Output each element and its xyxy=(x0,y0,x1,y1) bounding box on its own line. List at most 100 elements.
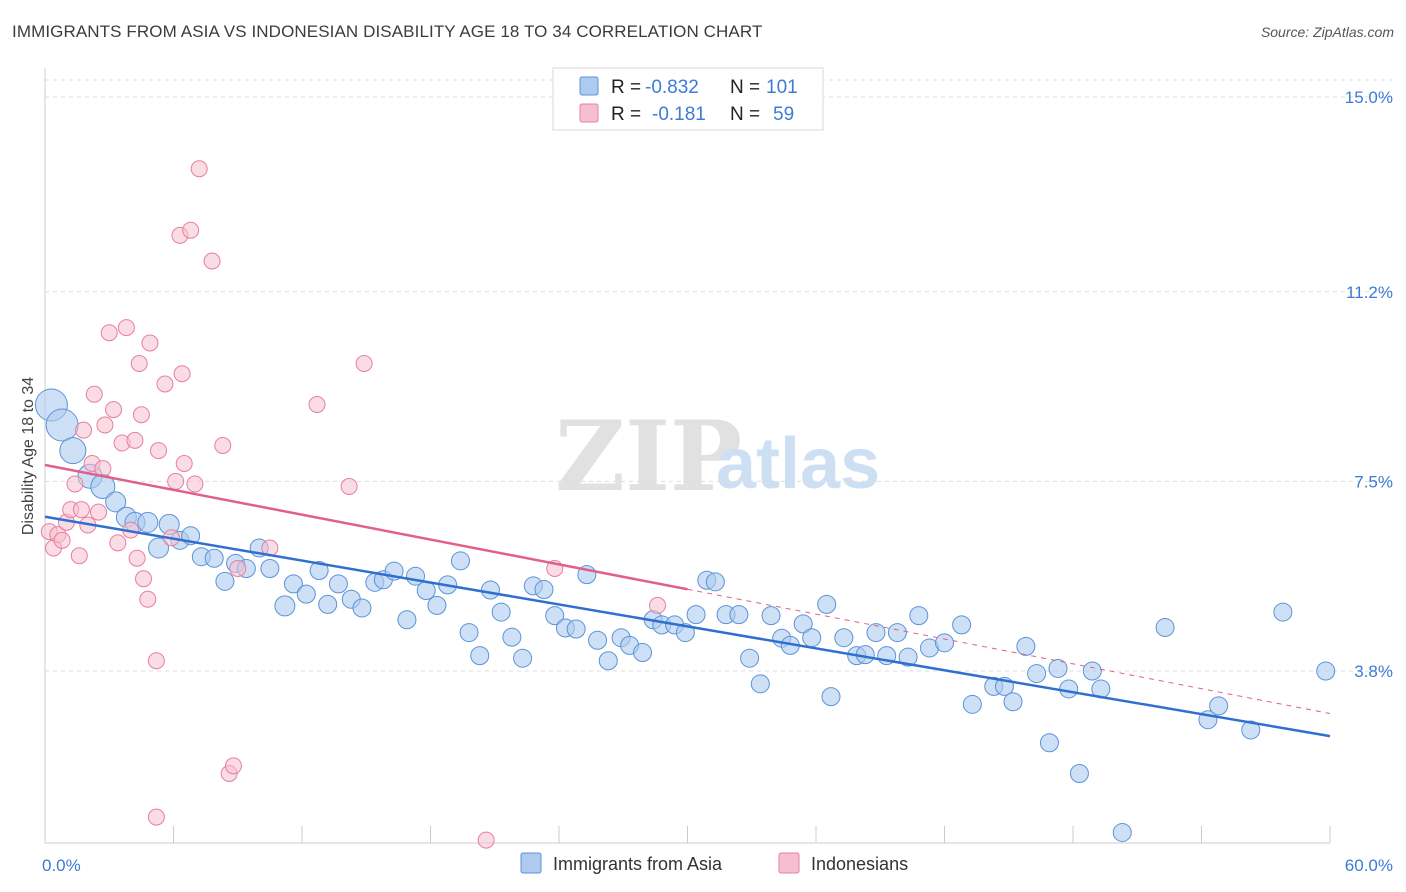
trend-lines xyxy=(44,463,1331,738)
point-indonesians xyxy=(141,334,159,352)
point-indonesians xyxy=(355,355,373,372)
point-indonesians xyxy=(105,401,123,419)
point-indonesians xyxy=(72,501,90,519)
legend-r-label-blue: R = xyxy=(611,77,641,98)
point-indonesians xyxy=(109,534,127,552)
point-immigrants-from-asia xyxy=(1003,692,1023,712)
point-indonesians xyxy=(224,757,242,775)
point-immigrants-from-asia xyxy=(1059,679,1079,699)
point-indonesians xyxy=(190,160,208,178)
point-indonesians xyxy=(126,431,144,449)
point-indonesians xyxy=(75,421,93,439)
y-tick-label: 7.5% xyxy=(1354,472,1393,491)
point-immigrants-from-asia xyxy=(397,610,417,630)
point-immigrants-from-asia xyxy=(59,437,87,465)
point-indonesians xyxy=(66,475,84,493)
point-indonesians xyxy=(128,549,146,567)
point-indonesians xyxy=(53,531,71,549)
legend-r-value-pink: -0.181 xyxy=(652,104,706,125)
point-immigrants-from-asia xyxy=(761,606,781,626)
point-indonesians xyxy=(117,319,135,337)
point-immigrants-from-asia xyxy=(898,647,918,667)
point-immigrants-from-asia xyxy=(491,602,511,622)
point-immigrants-from-asia xyxy=(1112,822,1132,842)
point-indonesians xyxy=(147,808,165,826)
x-tick-label-max: 60.0% xyxy=(1345,856,1393,875)
bottom-legend-label-asia: Immigrants from Asia xyxy=(553,854,723,874)
chart-title: IMMIGRANTS FROM ASIA VS INDONESIAN DISAB… xyxy=(12,22,763,41)
watermark-zip: ZIP xyxy=(555,400,742,513)
x-tick-label-min: 0.0% xyxy=(42,856,81,875)
bottom-legend-swatch-pink xyxy=(778,852,800,874)
point-immigrants-from-asia xyxy=(566,619,586,639)
point-immigrants-from-asia xyxy=(962,694,982,714)
point-indonesians xyxy=(175,454,193,472)
point-immigrants-from-asia xyxy=(352,598,372,618)
point-indonesians xyxy=(85,385,103,403)
legend-n-value-blue: 101 xyxy=(766,77,798,98)
point-indonesians xyxy=(203,252,221,270)
legend-r-value-blue: -0.832 xyxy=(645,77,699,98)
trend-line-indonesians xyxy=(44,463,688,591)
point-immigrants-from-asia xyxy=(729,605,749,625)
y-tick-label: 11.2% xyxy=(1346,283,1393,302)
point-immigrants-from-asia xyxy=(1016,636,1036,656)
series-indonesians xyxy=(40,160,667,849)
point-immigrants-from-asia xyxy=(318,594,338,614)
point-indonesians xyxy=(100,324,118,342)
point-immigrants-from-asia xyxy=(1082,661,1102,681)
legend-n-label-blue: N = xyxy=(730,77,760,98)
y-tick-label: 3.8% xyxy=(1354,662,1393,681)
legend-swatch-blue xyxy=(579,76,599,96)
point-immigrants-from-asia xyxy=(750,674,770,694)
point-immigrants-from-asia xyxy=(1027,664,1047,684)
point-indonesians xyxy=(90,503,108,521)
point-immigrants-from-asia xyxy=(450,551,470,571)
point-indonesians xyxy=(167,472,185,490)
legend-swatch-pink xyxy=(579,103,599,123)
point-immigrants-from-asia xyxy=(545,606,565,626)
point-immigrants-from-asia xyxy=(1241,720,1261,740)
point-immigrants-from-asia xyxy=(459,623,479,643)
point-indonesians xyxy=(214,437,232,454)
point-immigrants-from-asia xyxy=(935,633,954,653)
point-indonesians xyxy=(173,365,191,383)
point-immigrants-from-asia xyxy=(470,646,490,666)
legend-n-label-pink: N = xyxy=(730,104,760,125)
legend-n-value-pink: 59 xyxy=(773,104,794,125)
point-immigrants-from-asia xyxy=(309,561,329,581)
point-immigrants-from-asia xyxy=(534,580,554,600)
point-indonesians xyxy=(308,396,326,413)
point-immigrants-from-asia xyxy=(296,584,316,604)
point-immigrants-from-asia xyxy=(802,628,822,648)
point-immigrants-from-asia xyxy=(513,648,533,668)
point-immigrants-from-asia xyxy=(909,606,929,626)
point-immigrants-from-asia xyxy=(887,623,907,643)
point-immigrants-from-asia xyxy=(1273,602,1293,622)
point-immigrants-from-asia xyxy=(283,574,303,594)
point-indonesians xyxy=(135,570,153,588)
chart-source: Source: ZipAtlas.com xyxy=(1260,24,1394,40)
point-indonesians xyxy=(649,596,667,614)
bottom-legend-swatch-blue xyxy=(520,852,542,874)
point-immigrants-from-asia xyxy=(427,595,447,615)
point-indonesians xyxy=(147,652,165,670)
point-indonesians xyxy=(340,478,358,495)
point-immigrants-from-asia xyxy=(686,605,706,625)
point-immigrants-from-asia xyxy=(137,511,159,533)
point-immigrants-from-asia xyxy=(1069,764,1089,783)
point-immigrants-from-asia xyxy=(705,572,725,592)
point-indonesians xyxy=(70,547,88,565)
point-immigrants-from-asia xyxy=(952,615,972,635)
point-immigrants-from-asia xyxy=(740,648,760,668)
point-immigrants-from-asia xyxy=(148,537,170,559)
point-immigrants-from-asia xyxy=(1155,617,1175,637)
point-immigrants-from-asia xyxy=(274,595,296,617)
watermark-atlas: atlas xyxy=(716,424,880,504)
y-tick-label: 15.0% xyxy=(1345,88,1393,107)
correlation-legend: R = -0.832 N = 101 R = -0.181 N = 59 xyxy=(552,67,824,131)
point-immigrants-from-asia xyxy=(1209,696,1229,716)
point-immigrants-from-asia xyxy=(45,408,79,442)
point-immigrants-from-asia xyxy=(633,643,653,663)
